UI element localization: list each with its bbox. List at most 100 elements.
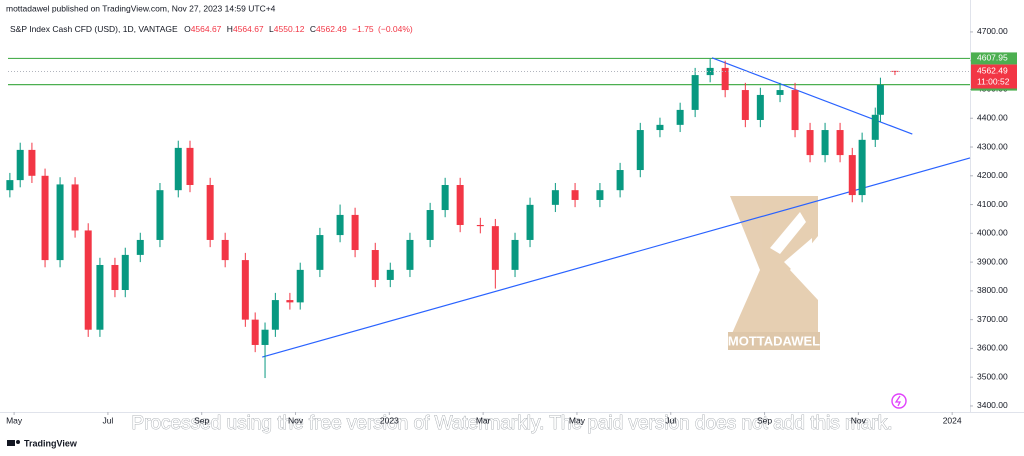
candle-body [721, 67, 729, 91]
candle-body [406, 239, 414, 270]
candle-body [386, 269, 394, 280]
candle-body [16, 149, 24, 181]
tv-dot [16, 440, 20, 444]
plot [6, 57, 971, 379]
icon-ring [891, 393, 907, 409]
watermark-notice: Processed using the free version of Wate… [131, 413, 892, 434]
candle-body [71, 184, 79, 231]
candle-body [56, 184, 64, 261]
candle-body [476, 224, 484, 227]
change-pct: (−0.04%) [378, 24, 413, 34]
watermark-logo [728, 196, 820, 350]
y-tick-label: 4200.00 [977, 170, 1008, 180]
x-tick-label: 2023 [380, 415, 399, 425]
y-tick-label: 4400.00 [977, 112, 1008, 122]
candle-body [616, 170, 624, 191]
o-label: O [184, 24, 191, 34]
candle-body [286, 300, 294, 303]
candle-body [271, 300, 279, 330]
candle-body [596, 190, 604, 200]
candle-body [456, 184, 464, 225]
candle-body [756, 94, 764, 120]
icon-bolt [894, 395, 902, 407]
candle-body [121, 254, 129, 291]
candle-body [656, 124, 664, 131]
candle-body [571, 190, 579, 200]
h-label: H [227, 24, 233, 34]
candle-body [791, 90, 799, 131]
x-tick-label: Sep [757, 415, 772, 425]
trendline [711, 57, 913, 135]
candle-body [336, 214, 344, 236]
candle-body [96, 264, 104, 330]
tv-mark [7, 440, 15, 446]
candle-body [676, 109, 684, 125]
candle-body [221, 239, 229, 261]
y-tick-label: 3900.00 [977, 256, 1008, 266]
candle-body [491, 226, 499, 270]
candle-body [186, 147, 194, 185]
candle-body [351, 214, 359, 251]
y-tick-label: 4000.00 [977, 228, 1008, 238]
x-tick-label: Sep [194, 415, 209, 425]
l-label: L [269, 24, 274, 34]
high: 4564.67 [233, 24, 264, 34]
candle-body [371, 250, 379, 280]
flash-icon [891, 393, 907, 409]
candle-body [426, 210, 434, 240]
candle-body [871, 114, 879, 140]
countdown: 11:00:52 [977, 77, 1010, 87]
logo-arrow [784, 238, 812, 270]
candle-body [241, 260, 249, 320]
candle-body [848, 155, 856, 196]
candle-body [876, 84, 884, 115]
y-tick-label: 4700.00 [977, 26, 1008, 36]
c-label: C [310, 24, 316, 34]
x-tick-label: May [6, 415, 23, 425]
x-tick-label: May [569, 415, 586, 425]
x-tick-label: 2024 [943, 415, 962, 425]
candle-body [111, 264, 119, 291]
current-price-box [971, 64, 1017, 89]
open: 4564.67 [191, 24, 222, 34]
x-tick-label: Mar [476, 415, 491, 425]
legend: S&P Index Cash CFD (USD), 1D, VANTAGE O4… [10, 24, 413, 34]
y-tick-label: 3400.00 [977, 400, 1008, 410]
candle-body [821, 130, 829, 156]
candle-body [511, 239, 519, 270]
candle-body [858, 139, 866, 196]
candle-body [6, 180, 14, 191]
logo-text: MOTTADAWEL [728, 333, 820, 348]
candle-body [261, 329, 269, 345]
candle-body [174, 147, 182, 191]
change: −1.75 [352, 24, 374, 34]
candle-body [84, 230, 92, 330]
candle-body [776, 90, 784, 95]
candle-body [156, 190, 164, 240]
y-tick-label: 4100.00 [977, 199, 1008, 209]
brand: TradingView [24, 438, 78, 448]
candle-body [136, 239, 144, 255]
candle-body [28, 149, 36, 176]
x-tick-label: Jul [102, 415, 113, 425]
price-label: 4607.95 [977, 53, 1008, 63]
candle-body [41, 175, 49, 261]
candle-body [441, 184, 449, 211]
candle-body [316, 235, 324, 270]
tv-logo [7, 440, 20, 446]
candle-body [251, 319, 259, 345]
candle-body [636, 130, 644, 171]
low: 4550.12 [274, 24, 305, 34]
candle-body [206, 184, 214, 240]
y-tick-label: 3600.00 [977, 343, 1008, 353]
candle-body [741, 90, 749, 120]
x-tick-label: Nov [851, 415, 867, 425]
publisher: mottadawel published on TradingView.com,… [6, 3, 276, 13]
logo-arrow [770, 212, 806, 254]
candle-body [691, 75, 699, 110]
candle-body [296, 269, 304, 303]
